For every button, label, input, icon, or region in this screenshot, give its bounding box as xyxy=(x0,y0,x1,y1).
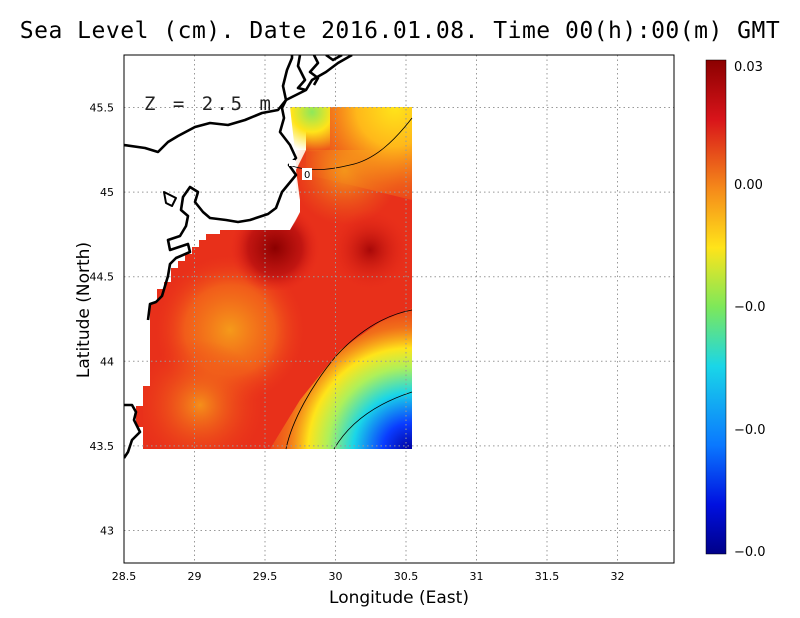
x-tick-label: 30 xyxy=(329,570,343,583)
colorbar xyxy=(705,59,727,555)
x-tick-label: 31.5 xyxy=(535,570,560,583)
contour-label-box xyxy=(302,168,312,180)
colorbar-tick-label: −0.0 xyxy=(734,545,766,560)
y-tick-label: 44.5 xyxy=(90,271,115,284)
colorbar-tick-label: −0.0 xyxy=(734,423,766,438)
colorbar-tick-label: 0.03 xyxy=(734,60,763,75)
x-tick-label: 32 xyxy=(611,570,625,583)
y-tick-label: 43.5 xyxy=(90,440,115,453)
map-title: Sea Level (cm). Date 2016.01.08. Time 00… xyxy=(19,18,781,44)
coastline xyxy=(124,55,353,459)
sea-level-field xyxy=(136,107,413,450)
x-tick-label: 29.5 xyxy=(253,570,278,583)
y-tick-label: 45 xyxy=(100,186,114,199)
y-tick-labels: 43 43.5 44 44.5 45 45.5 xyxy=(90,102,115,538)
colorbar-tick-label: 0.00 xyxy=(734,178,763,193)
contour-label: 0 xyxy=(304,170,310,181)
x-tick-label: 29 xyxy=(188,570,202,583)
colorbar-tick-label: −0.0 xyxy=(734,300,766,315)
coastal-gap xyxy=(289,160,295,166)
y-tick-label: 45.5 xyxy=(90,102,115,115)
x-tick-label: 28.5 xyxy=(112,570,137,583)
colorbar-tick-labels: 0.03 0.00 −0.0 −0.0 −0.0 xyxy=(734,60,766,560)
y-tick-label: 44 xyxy=(100,355,114,368)
y-tick-label: 43 xyxy=(100,525,114,538)
depth-label: Z = 2.5 m xyxy=(144,93,274,115)
map-gridlines xyxy=(124,55,674,563)
x-tick-labels: 28.5 29 29.5 30 30.5 31 31.5 32 xyxy=(112,570,625,583)
plot-frame xyxy=(123,54,675,564)
x-axis-label: Longitude (East) xyxy=(329,588,469,608)
x-tick-label: 30.5 xyxy=(394,570,419,583)
x-tick-label: 31 xyxy=(470,570,484,583)
